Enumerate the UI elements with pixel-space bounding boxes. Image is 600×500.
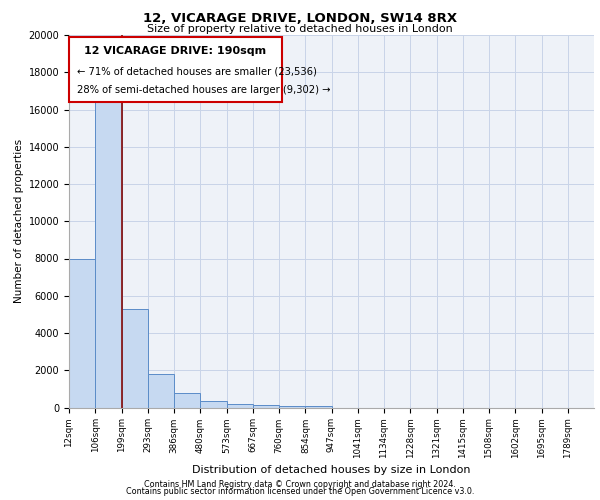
Text: Size of property relative to detached houses in London: Size of property relative to detached ho… bbox=[147, 24, 453, 34]
Bar bbox=[227, 404, 253, 407]
Bar bbox=[253, 404, 279, 407]
Bar bbox=[200, 401, 227, 407]
Text: 28% of semi-detached houses are larger (9,302) →: 28% of semi-detached houses are larger (… bbox=[77, 86, 331, 96]
Text: Contains HM Land Registry data © Crown copyright and database right 2024.: Contains HM Land Registry data © Crown c… bbox=[144, 480, 456, 489]
Bar bbox=[121, 309, 148, 408]
Bar bbox=[305, 406, 331, 407]
Text: Contains public sector information licensed under the Open Government Licence v3: Contains public sector information licen… bbox=[126, 487, 474, 496]
X-axis label: Distribution of detached houses by size in London: Distribution of detached houses by size … bbox=[192, 465, 471, 475]
Bar bbox=[279, 406, 305, 407]
Text: ← 71% of detached houses are smaller (23,536): ← 71% of detached houses are smaller (23… bbox=[77, 66, 317, 76]
FancyBboxPatch shape bbox=[69, 37, 281, 102]
Text: 12, VICARAGE DRIVE, LONDON, SW14 8RX: 12, VICARAGE DRIVE, LONDON, SW14 8RX bbox=[143, 12, 457, 26]
Text: 12 VICARAGE DRIVE: 190sqm: 12 VICARAGE DRIVE: 190sqm bbox=[84, 46, 266, 56]
Bar bbox=[69, 258, 95, 408]
Bar bbox=[174, 392, 200, 407]
Y-axis label: Number of detached properties: Number of detached properties bbox=[14, 139, 25, 304]
Bar bbox=[148, 374, 174, 408]
Bar bbox=[95, 100, 121, 408]
